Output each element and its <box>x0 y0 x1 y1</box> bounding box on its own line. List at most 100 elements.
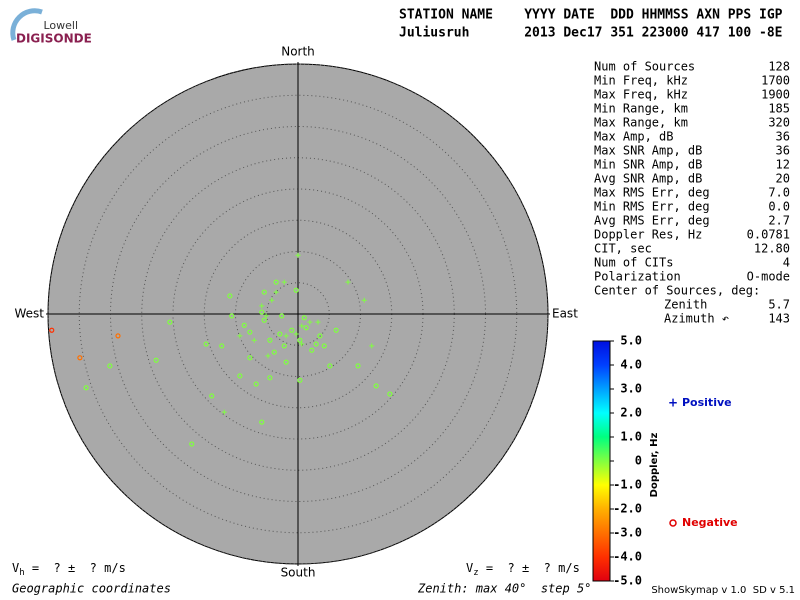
colorbar-tick-label: 2.0 <box>620 406 642 420</box>
source-circle <box>259 419 265 425</box>
source-plus <box>273 289 279 295</box>
source-circle <box>115 333 121 339</box>
source-circle <box>189 441 195 447</box>
source-circle <box>227 293 233 299</box>
colorbar-tick-label: -4.0 <box>613 550 642 564</box>
source-circle <box>153 357 159 363</box>
stat-value: 20 <box>776 172 790 186</box>
source-plus <box>237 333 243 339</box>
zenith-value: 5.7 <box>768 298 790 312</box>
source-circle <box>83 385 89 391</box>
azimuth-value: 143 <box>768 312 790 326</box>
source-plus <box>295 252 301 258</box>
logo-arc <box>10 8 43 41</box>
azimuth-label: Azimuth ↶ <box>664 312 729 326</box>
source-circle <box>203 341 209 347</box>
source-circle <box>49 327 55 333</box>
stat-label: Min RMS Err, deg <box>594 200 710 214</box>
logo-top: Lowell <box>43 19 78 32</box>
legend-entry: + Positive <box>668 396 732 410</box>
source-circle <box>241 322 247 328</box>
stat-value: 1700 <box>761 74 790 88</box>
source-circle <box>273 279 279 285</box>
source-circle <box>321 343 327 349</box>
colorbar-tick-label: -5.0 <box>613 574 642 588</box>
stat-label: Max RMS Err, deg <box>594 186 710 200</box>
footer-coords: Geographic coordinates <box>12 582 171 596</box>
source-circle <box>229 313 235 319</box>
stat-value: 4 <box>783 256 790 270</box>
source-circle <box>209 393 215 399</box>
source-plus <box>315 319 321 325</box>
stat-value: 128 <box>768 60 790 74</box>
logo-bottom: DIGISONDE <box>16 32 92 46</box>
legend-symbol: + <box>668 396 678 410</box>
colorbar-tick-label: 5.0 <box>620 334 642 348</box>
vh: Vh = ? ± ? m/s <box>12 561 126 578</box>
source-circle <box>237 373 243 379</box>
legend-label: Positive <box>682 396 732 409</box>
source-plus <box>265 353 271 359</box>
stat-label: Max Freq, kHz <box>594 88 688 102</box>
source-circle <box>271 349 277 355</box>
source-plus <box>299 323 305 329</box>
colorbar-tick-label: 0 <box>635 454 642 468</box>
source-circle <box>281 343 287 349</box>
source-circle <box>261 317 267 323</box>
north-label: North <box>281 45 315 59</box>
colorbar-tick-label: 1.0 <box>620 430 642 444</box>
source-circle <box>259 309 265 315</box>
source-circle <box>297 337 303 343</box>
legend-entry: Negative <box>669 516 738 529</box>
footer-zenith: Zenith: max 40° step 5° <box>417 582 591 596</box>
vz: Vz = ? ± ? m/s <box>466 561 580 578</box>
colorbar-tick-label: -3.0 <box>613 526 642 540</box>
colorbar-tick-label: -2.0 <box>613 502 642 516</box>
zenith-label: Zenith <box>664 298 707 312</box>
colorbar-label: Doppler, Hz <box>649 433 660 498</box>
source-plus <box>263 313 269 319</box>
header-values: Juliusruh 2013 Dec17 351 223000 417 100 … <box>399 26 783 41</box>
stat-label: Max Range, km <box>594 116 688 130</box>
source-plus <box>281 279 287 285</box>
source-plus <box>299 341 305 347</box>
stat-value: 36 <box>776 144 790 158</box>
source-circle <box>267 375 273 381</box>
stat-label: Min Range, km <box>594 102 688 116</box>
footer-version: ShowSkymap v 1.0 SD v 5.1 <box>651 585 795 596</box>
source-circle <box>107 363 113 369</box>
stat-value: 0.0 <box>768 200 790 214</box>
legend-symbol <box>669 519 677 527</box>
stat-label: Min SNR Amp, dB <box>594 158 702 172</box>
west-label: West <box>14 307 44 321</box>
source-plus <box>345 279 351 285</box>
stat-value: 12 <box>776 158 790 172</box>
source-circle <box>301 315 307 321</box>
source-circle <box>219 343 225 349</box>
stat-value: 185 <box>768 102 790 116</box>
center-title: Center of Sources, deg: <box>594 284 760 298</box>
source-plus <box>221 409 227 415</box>
header-labels: STATION NAME YYYY DATE DDD HHMMSS AXN PP… <box>399 8 783 23</box>
source-circle <box>313 341 319 347</box>
source-plus <box>283 333 289 339</box>
source-circle <box>77 355 83 361</box>
stat-value: O-mode <box>747 270 790 284</box>
east-label: East <box>552 307 578 321</box>
stat-value: 0.0781 <box>747 228 790 242</box>
stat-label: Avg SNR Amp, dB <box>594 172 702 186</box>
source-circle <box>387 391 393 397</box>
stat-label: CIT, sec <box>594 242 652 256</box>
source-circle <box>247 355 253 361</box>
source-circle <box>247 329 253 335</box>
colorbar <box>592 340 611 582</box>
source-plus <box>251 337 257 343</box>
source-circle <box>327 363 333 369</box>
stat-label: Max Amp, dB <box>594 130 673 144</box>
source-circle <box>167 319 173 325</box>
stat-label: Doppler Res, Hz <box>594 228 702 242</box>
colorbar-tick-label: -1.0 <box>613 478 642 492</box>
source-circle <box>277 331 283 337</box>
source-circle <box>253 381 259 387</box>
